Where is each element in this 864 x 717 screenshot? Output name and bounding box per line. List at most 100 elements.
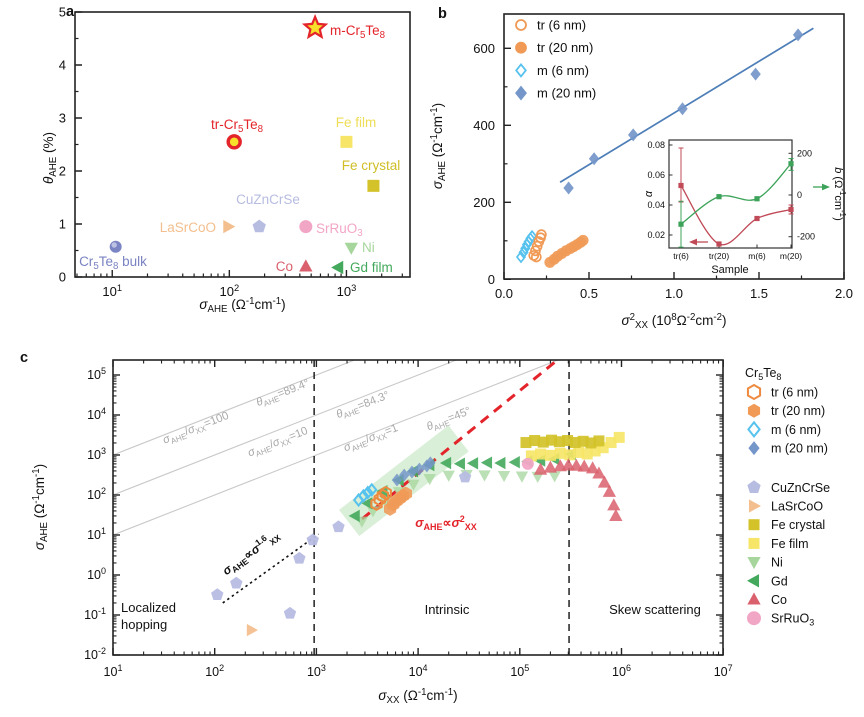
y-tick-c: 101​ — [87, 526, 106, 542]
data-point — [526, 229, 538, 243]
point-fe-film — [340, 135, 353, 148]
data-point — [535, 448, 547, 460]
data-point — [211, 588, 224, 601]
theta-label: θAHE​=89.4° — [255, 377, 312, 411]
data-point — [563, 181, 574, 195]
data-point — [515, 85, 527, 101]
x-tick-c: 106​ — [612, 663, 631, 679]
data-point — [678, 221, 684, 227]
data-point — [585, 461, 600, 474]
point-label-m-Cr5Te8: m-Cr5​Te8​ — [330, 23, 385, 41]
legend-c-label: LaSrCoO — [771, 500, 823, 514]
x-tick-a: 103​ — [337, 283, 357, 299]
data-point — [458, 470, 472, 483]
y-tick-a: 4 — [59, 58, 66, 73]
panel-c: σAHE​/σXX​=100 θAHE​=89.4° σAHE​/σXX​=10 θA… — [0, 345, 864, 717]
data-point — [391, 473, 403, 487]
data-point — [613, 431, 625, 443]
data-point — [597, 442, 609, 454]
data-point — [425, 456, 436, 470]
series-b-tr (6 nm) — [528, 229, 547, 263]
legend-c-label: Ni — [771, 556, 783, 570]
axes-a — [74, 11, 411, 278]
axes-c — [112, 359, 724, 656]
data-point — [569, 437, 581, 449]
data-point — [361, 497, 373, 510]
point-ni — [344, 242, 358, 255]
legend-c-label: tr (6 nm) — [771, 386, 818, 400]
point-cr5te8-bulk — [109, 240, 122, 253]
data-point — [754, 196, 760, 202]
data-point — [747, 611, 761, 626]
inset-left-tick: 0.02 — [647, 230, 665, 240]
inset-left-tick: 0.08 — [647, 140, 665, 150]
data-point — [453, 457, 465, 470]
inset-right-title: b (Ω-1​cm-1​) — [832, 167, 847, 220]
x-tick-b: 0.0 — [495, 286, 513, 301]
dotted-line-label: σAHE​∝σ1.6​XX​ — [219, 526, 283, 580]
data-point — [748, 519, 760, 531]
point-label-srruo3: SrRuO3​ — [316, 221, 363, 239]
point-co — [299, 259, 313, 272]
y-tick-b: 200 — [473, 195, 495, 210]
data-point — [518, 245, 529, 259]
data-point — [439, 456, 452, 470]
legend-c-label: m (6 nm) — [771, 423, 821, 437]
data-point — [252, 219, 266, 233]
data-point — [748, 537, 760, 549]
data-point — [533, 462, 548, 475]
y-tick-c: 10-2​ — [84, 646, 106, 662]
data-point — [497, 470, 511, 483]
data-point — [348, 509, 360, 523]
legend-b-label: m (6 nm) — [537, 63, 589, 78]
point-label-cr5te8-bulk: Cr5​Te8​ bulk — [79, 254, 147, 272]
data-point — [399, 468, 410, 482]
data-point — [537, 436, 549, 448]
data-point — [716, 194, 722, 200]
axes-b — [503, 13, 845, 280]
point-gd-film — [331, 260, 344, 275]
y-axis-title-c: σAHE​ (Ω-1​cm-1​) — [31, 464, 50, 550]
data-point — [530, 245, 541, 257]
point-tr-Cr5Te8 — [226, 134, 242, 150]
series-c-fe-crystal — [520, 434, 605, 449]
arrow-right-icon — [822, 183, 830, 191]
data-point — [366, 482, 378, 497]
series-b-tr (20 nm) — [544, 234, 589, 268]
legend-b-label: tr (20 nm) — [537, 40, 593, 55]
inset-x-title: Sample — [711, 264, 748, 276]
region-label: hopping — [121, 617, 167, 632]
data-point — [230, 576, 243, 589]
panel-a-plot: 101​ 102​ 103​ 0 1 2 3 4 5 σAHE​ (Ω-1​cm-1​) θAHE​… — [41, 5, 411, 315]
x-tick-a: 102​ — [220, 283, 240, 299]
panel-a: 101​ 102​ 103​ 0 1 2 3 4 5 σAHE​ (Ω-1​cm-1​) θAHE​… — [40, 4, 425, 347]
legend-c-label: SrRuO3​ — [771, 612, 814, 628]
data-point — [344, 242, 358, 255]
inset-right-tick: 200 — [797, 148, 812, 158]
inset-series-b — [678, 158, 794, 248]
data-point — [362, 485, 374, 500]
x-tick-b: 2.0 — [835, 286, 853, 301]
series-c-co — [533, 458, 623, 521]
y-tick-a: 3 — [59, 111, 66, 126]
data-point — [494, 456, 506, 470]
x-axis-title-c: σXX​ (Ω-1​cm-1​) — [378, 687, 457, 706]
data-point — [521, 457, 534, 470]
data-point — [792, 28, 804, 42]
legend-c-label: Fe crystal — [771, 518, 825, 532]
data-point — [520, 437, 532, 449]
data-point — [548, 471, 561, 483]
data-point — [299, 259, 313, 272]
point-label-co: Co — [276, 259, 293, 274]
data-point — [747, 403, 761, 418]
data-point — [515, 62, 527, 78]
data-point — [748, 441, 760, 456]
data-point — [515, 19, 527, 31]
data-point — [223, 220, 236, 234]
point-m-Cr5Te8 — [301, 14, 329, 40]
y-tick-c: 103​ — [87, 446, 106, 462]
point-label-gd-film: Gd film — [350, 260, 393, 275]
data-point — [306, 533, 319, 546]
data-point — [589, 445, 601, 457]
legend-c-label: Gd — [771, 574, 788, 588]
